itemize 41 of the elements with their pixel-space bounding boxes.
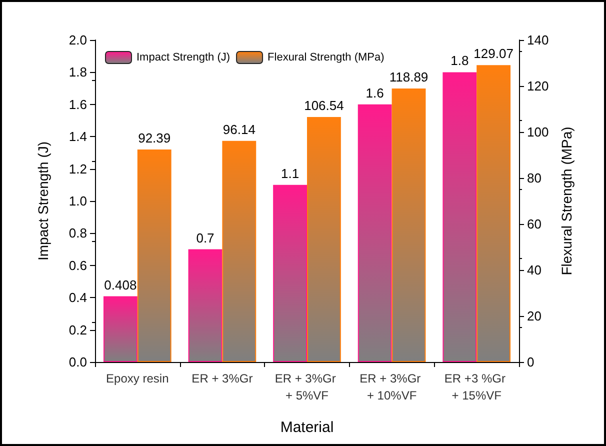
data-label: 92.39	[138, 130, 171, 146]
y2-tick-label: 0	[527, 354, 534, 370]
legend-label: Flexural Strength (MPa)	[268, 52, 384, 64]
data-label: 0.7	[196, 230, 214, 246]
data-label: 1.1	[281, 166, 300, 181]
y2-tick-label: 60	[527, 216, 542, 232]
y2-tick-label: 120	[527, 78, 549, 94]
data-label: 0.408	[104, 277, 137, 292]
data-label: 96.14	[222, 122, 256, 137]
data-label: 118.89	[389, 70, 428, 85]
legend-label: Impact Strength (J)	[136, 52, 230, 64]
y2-tick-label: 100	[527, 124, 549, 140]
y2-tick-label: 80	[527, 170, 542, 186]
y-tick-label: 0.4	[68, 290, 87, 306]
y2-tick-label: 140	[527, 32, 549, 48]
x-tick-label: ER + 3%Gr + 10%VF	[360, 372, 424, 402]
x-tick-label: ER + 3%Gr + 5%VF	[274, 372, 340, 402]
y-tick-label: 1.0	[68, 194, 87, 208]
x-axis-title: Material	[280, 419, 334, 436]
y-tick-label: 2.0	[68, 32, 87, 48]
data-label: 1.8	[450, 53, 469, 68]
y-tick-label: 0.0	[68, 354, 87, 370]
y-tick-label: 0.6	[68, 258, 87, 273]
y-tick-label: 0.2	[68, 322, 87, 338]
x-tick-label: ER + 3%Gr	[192, 372, 253, 386]
y-tick-label: 1.4	[68, 129, 87, 144]
data-label: 129.07	[474, 46, 514, 62]
y-tick-label: 1.6	[68, 96, 87, 112]
x-tick-label: Epoxy resin	[106, 372, 169, 386]
bar	[137, 150, 172, 362]
x-tick-label: ER +3 %Gr + 15%VF	[444, 372, 509, 402]
y-tick-label: 1.2	[68, 161, 87, 176]
data-label: 1.6	[366, 85, 384, 100]
bar	[103, 296, 138, 362]
y-tick-label: 1.8	[68, 64, 87, 80]
y2-axis-title: Flexural Strength (MPa)	[558, 126, 575, 276]
y-tick-label: 0.8	[68, 226, 87, 241]
y-axis-title: Impact Strength (J)	[35, 141, 51, 261]
y2-tick-label: 20	[527, 308, 542, 324]
data-label: 106.54	[304, 98, 344, 113]
y2-tick-label: 40	[527, 262, 542, 278]
